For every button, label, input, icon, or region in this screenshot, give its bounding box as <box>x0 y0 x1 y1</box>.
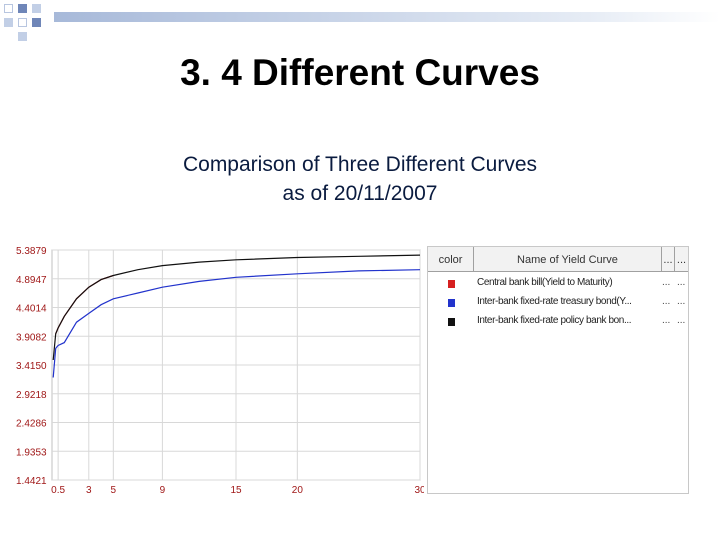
x-tick-label: 5 <box>111 485 117 496</box>
row-dots: ... <box>677 315 686 326</box>
header-extra-2[interactable]: ... <box>676 254 687 266</box>
y-tick-label: 1.9353 <box>16 447 47 458</box>
x-tick-label: 15 <box>230 485 242 496</box>
series-name: Inter-bank fixed-rate policy bank bon... <box>477 315 632 326</box>
legend-table: color Name of Yield Curve ... ... Centra… <box>427 246 689 494</box>
x-tick-label: 9 <box>160 485 166 496</box>
header-curve-name[interactable]: Name of Yield Curve <box>474 247 662 271</box>
header-extra-1[interactable]: ... <box>662 247 675 271</box>
series-color-swatch <box>448 280 455 288</box>
y-tick-label: 4.4014 <box>16 304 47 315</box>
row-dots: ... <box>662 296 671 307</box>
x-tick-label: 0.5 <box>51 485 65 496</box>
chart-title-block: Comparison of Three Different Curves as … <box>0 150 720 208</box>
x-tick-label: 20 <box>292 485 304 496</box>
legend-row[interactable]: Inter-bank fixed-rate policy bank bon...… <box>428 313 688 333</box>
chart-title: Comparison of Three Different Curves <box>182 153 538 176</box>
series-name: Inter-bank fixed-rate treasury bond(Y... <box>477 296 632 307</box>
corner-decoration <box>0 0 60 50</box>
series-line-2 <box>52 269 421 378</box>
header-color[interactable]: color <box>428 247 474 271</box>
row-dots: ... <box>662 277 671 288</box>
x-tick-label: 30 <box>414 485 424 496</box>
yield-curve-chart: 5.3879 4.8947 4.4014 3.9082 3.4150 2.9218 2.42… <box>16 246 424 496</box>
chart-subtitle: as of 20/11/2007 <box>282 182 438 205</box>
y-tick-label: 4.8947 <box>16 275 47 286</box>
y-tick-label: 2.9218 <box>16 390 47 401</box>
y-tick-label: 5.3879 <box>16 246 47 257</box>
series-line-3 <box>52 254 421 361</box>
y-tick-label: 3.4150 <box>16 361 47 372</box>
legend-header: color Name of Yield Curve ... ... <box>428 247 688 272</box>
y-tick-label: 2.4286 <box>16 419 47 430</box>
legend-row[interactable]: Central bank bill(Yield to Maturity) ...… <box>428 275 688 295</box>
series-color-swatch <box>448 299 455 307</box>
slide-title: 3. 4 Different Curves <box>180 52 540 93</box>
y-tick-label: 3.9082 <box>16 332 47 343</box>
row-dots: ... <box>662 315 671 326</box>
legend-row[interactable]: Inter-bank fixed-rate treasury bond(Y...… <box>428 294 688 314</box>
row-dots: ... <box>677 277 686 288</box>
x-tick-label: 3 <box>86 485 92 496</box>
series-name: Central bank bill(Yield to Maturity) <box>477 277 613 288</box>
header-bar <box>54 12 720 22</box>
y-tick-label: 1.4421 <box>16 476 47 487</box>
series-color-swatch <box>448 318 455 326</box>
row-dots: ... <box>677 296 686 307</box>
